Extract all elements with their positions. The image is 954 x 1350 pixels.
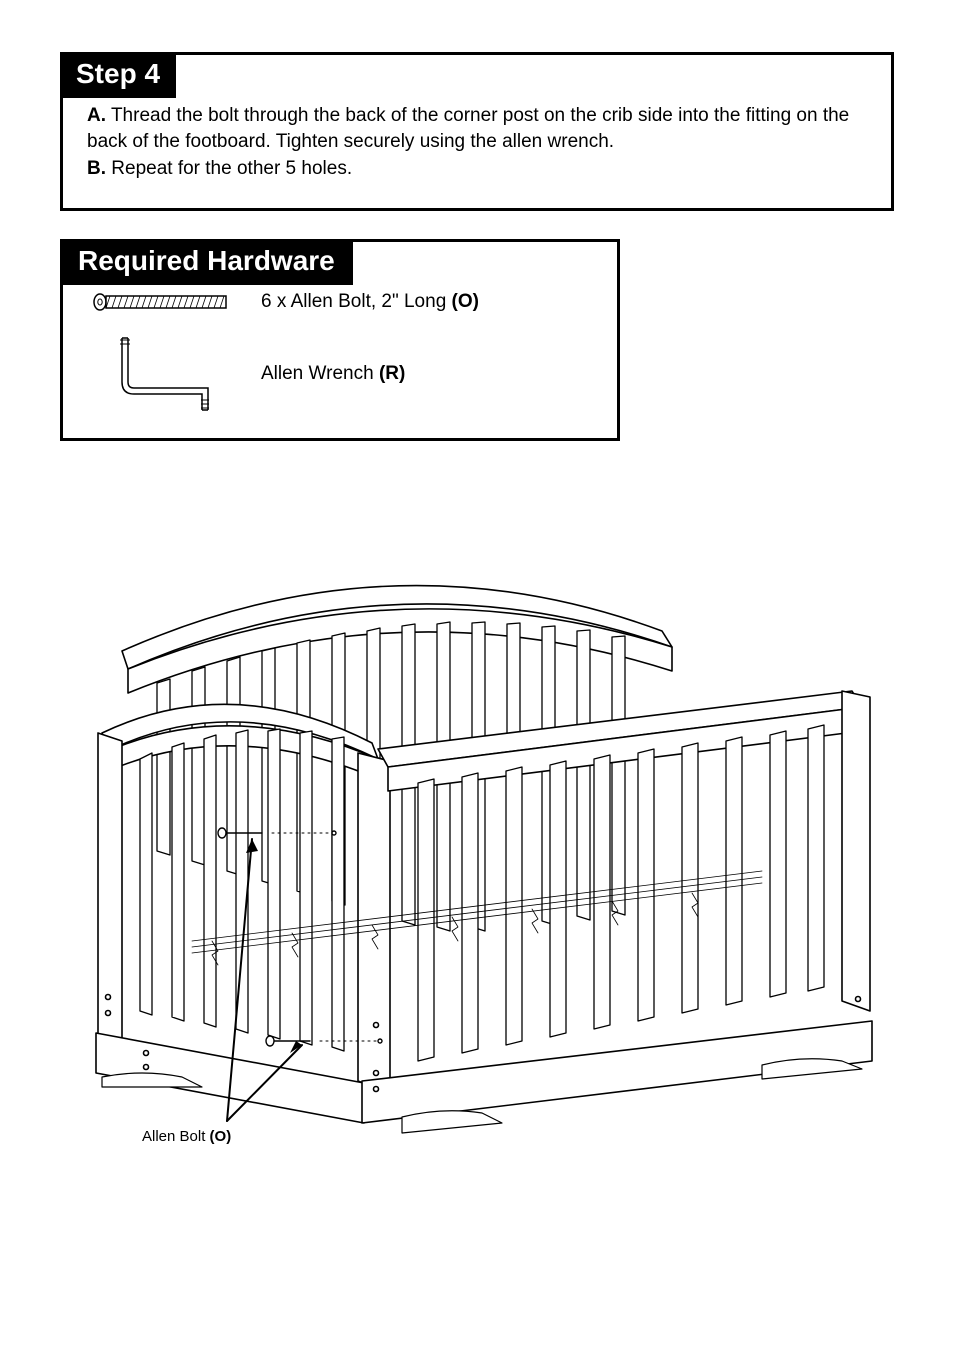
hardware-label-wrench-prefix: Allen Wrench [261, 363, 379, 384]
diagram-callout-code: (O) [210, 1128, 232, 1145]
crib-diagram: Allen Bolt (O) [60, 521, 894, 1201]
wrench-icon [87, 334, 237, 414]
step-line-a: A. Thread the bolt through the back of t… [87, 103, 867, 154]
page: Step 4 A. Thread the bolt through the ba… [0, 0, 954, 1241]
bolt-icon [87, 290, 237, 314]
step-line-b: B. Repeat for the other 5 holes. [87, 156, 867, 182]
hardware-label-wrench: Allen Wrench (R) [261, 363, 405, 385]
step-body: A. Thread the bolt through the back of t… [87, 103, 867, 182]
step-title: Step 4 [60, 52, 176, 98]
hardware-row-bolt: 6 x Allen Bolt, 2" Long (O) [87, 290, 593, 314]
step-letter-a: A. [87, 105, 106, 126]
hardware-box: Required Hardware [60, 239, 620, 441]
hardware-label-bolt-code: (O) [452, 291, 479, 312]
hardware-title: Required Hardware [60, 239, 353, 285]
hardware-label-wrench-code: (R) [379, 363, 405, 384]
diagram-callout-prefix: Allen Bolt [142, 1128, 210, 1145]
step-letter-b: B. [87, 158, 106, 179]
step-box: Step 4 A. Thread the bolt through the ba… [60, 52, 894, 211]
hardware-row-wrench: Allen Wrench (R) [87, 334, 593, 414]
diagram-callout-label: Allen Bolt (O) [142, 1128, 231, 1145]
hardware-label-bolt-prefix: 6 x Allen Bolt, 2" Long [261, 291, 452, 312]
step-text-b: Repeat for the other 5 holes. [111, 158, 352, 179]
hardware-label-bolt: 6 x Allen Bolt, 2" Long (O) [261, 291, 479, 313]
step-text-a: Thread the bolt through the back of the … [87, 105, 849, 152]
